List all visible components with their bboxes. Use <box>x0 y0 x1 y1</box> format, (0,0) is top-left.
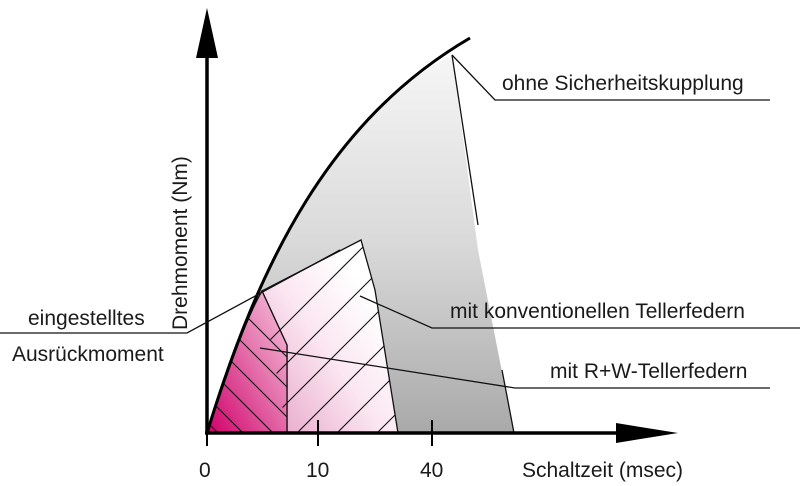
x-tick-0: 0 <box>199 459 211 482</box>
label-ohne: ohne Sicherheitskupplung <box>502 72 744 95</box>
label-rw: mit R+W-Tellerfedern <box>550 360 747 383</box>
x-tick-10: 10 <box>306 459 329 482</box>
y-axis-arrow-icon <box>196 8 218 58</box>
x-axis-label: Schaltzeit (msec) <box>522 459 683 482</box>
curve-ohne <box>205 36 471 434</box>
x-tick-40: 40 <box>420 459 443 482</box>
y-axis-label: Drehmoment (Nm) <box>169 156 192 330</box>
label-ausrueckmoment: Ausrückmoment <box>12 343 164 366</box>
x-axis-arrow-icon <box>616 423 678 443</box>
label-konventionell: mit konventionellen Tellerfedern <box>450 300 745 323</box>
label-eingestelltes: eingestelltes <box>28 307 145 330</box>
